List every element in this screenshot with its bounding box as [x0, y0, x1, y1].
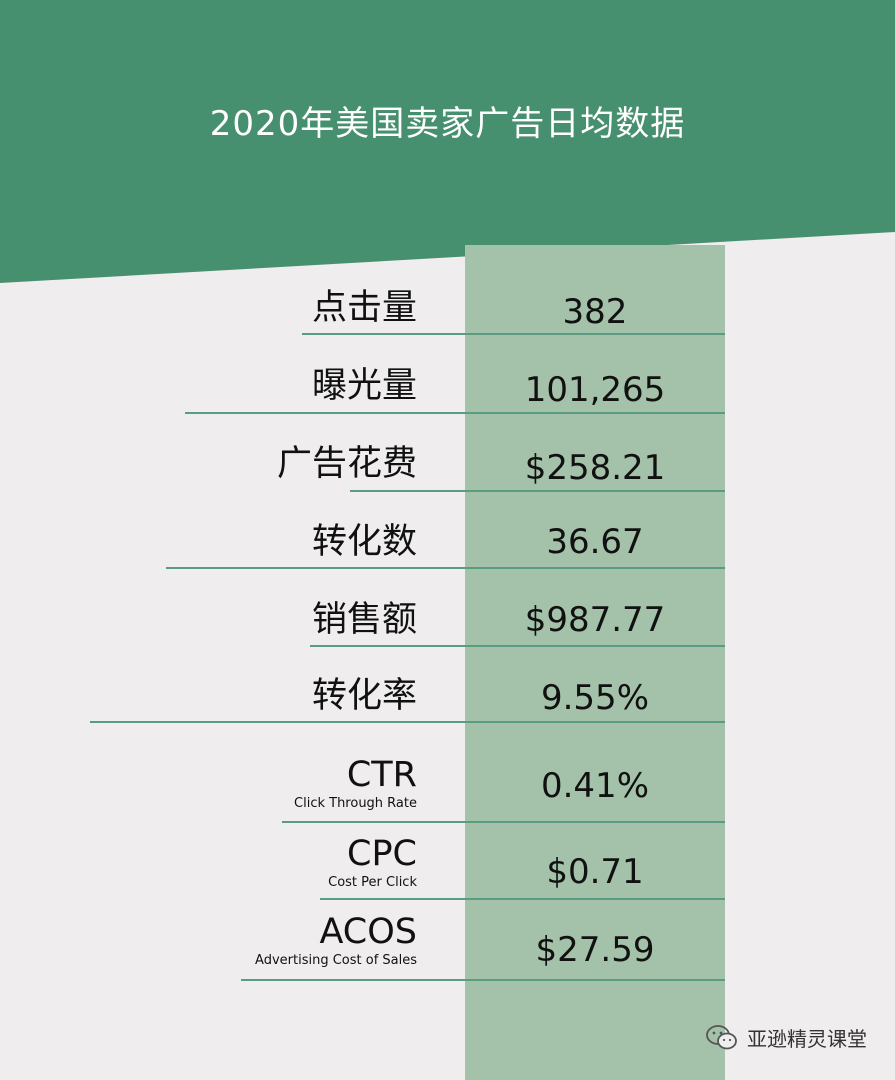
- label-sales: 销售额: [311, 600, 417, 640]
- value-conversion-rate: 9.55%: [540, 678, 649, 718]
- wechat-icon: [706, 1024, 737, 1049]
- page-title: 2020年美国卖家广告日均数据: [209, 104, 686, 144]
- footer-text: 亚逊精灵课堂: [747, 1027, 867, 1051]
- value-clicks: 382: [562, 292, 628, 332]
- row-divider: [302, 333, 725, 335]
- value-acos: $27.59: [535, 930, 655, 970]
- row-divider: [166, 567, 725, 569]
- label-ctr: CTR Click Through Rate: [294, 755, 417, 811]
- label-ctr-sub: Click Through Rate: [294, 795, 417, 811]
- row-divider: [282, 821, 725, 823]
- value-conversions: 36.67: [546, 522, 644, 562]
- row-divider: [185, 412, 725, 414]
- row-divider: [90, 721, 725, 723]
- value-column-band: [465, 245, 725, 1080]
- label-acos-sub: Advertising Cost of Sales: [255, 952, 417, 968]
- label-impressions: 曝光量: [311, 366, 417, 406]
- row-divider: [310, 645, 725, 647]
- value-ad-spend: $258.21: [524, 448, 666, 488]
- row-divider: [241, 979, 725, 981]
- label-ad-spend: 广告花费: [276, 444, 417, 484]
- label-acos: ACOS Advertising Cost of Sales: [255, 912, 417, 968]
- label-clicks: 点击量: [311, 288, 417, 328]
- footer-watermark: 亚逊精灵课堂: [705, 1023, 867, 1052]
- value-sales: $987.77: [524, 600, 666, 640]
- header-banner: [0, 0, 895, 283]
- value-cpc: $0.71: [546, 852, 644, 892]
- label-cpc: CPC Cost Per Click: [328, 834, 417, 890]
- label-conversion-rate: 转化率: [311, 676, 417, 716]
- value-ctr: 0.41%: [540, 766, 649, 806]
- row-divider: [350, 490, 725, 492]
- row-divider: [320, 898, 725, 900]
- label-cpc-sub: Cost Per Click: [328, 874, 417, 890]
- value-impressions: 101,265: [524, 370, 666, 410]
- label-conversions: 转化数: [311, 522, 417, 562]
